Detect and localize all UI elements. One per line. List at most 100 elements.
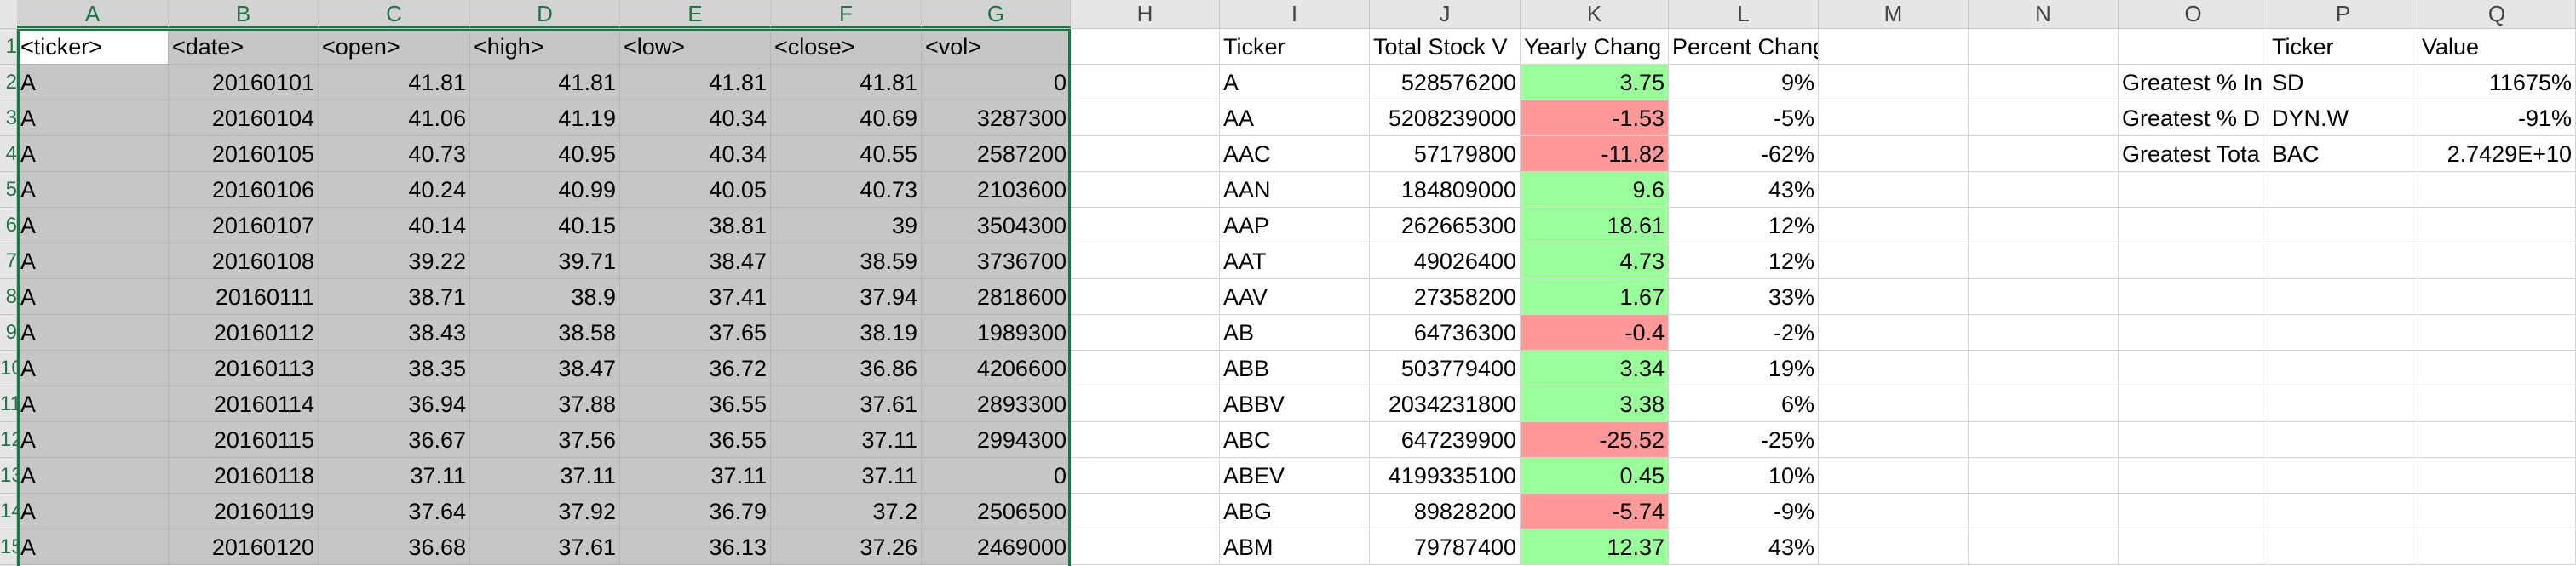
empty-cell[interactable] (2418, 172, 2576, 208)
summary-percent-cell[interactable]: -5% (1669, 100, 1819, 136)
column-header-g[interactable]: G (922, 0, 1071, 28)
column-header-i[interactable]: I (1220, 0, 1370, 28)
empty-cell[interactable] (1969, 136, 2119, 172)
empty-cell[interactable] (1969, 208, 2119, 243)
empty-cell[interactable] (1969, 529, 2119, 565)
stock-data-cell[interactable]: 40.55 (771, 136, 922, 172)
summary-change-cell[interactable]: 3.34 (1521, 351, 1669, 386)
column-header-k[interactable]: K (1521, 0, 1669, 28)
summary-percent-cell[interactable]: 33% (1669, 279, 1819, 315)
summary-percent-cell[interactable]: 12% (1669, 243, 1819, 279)
stock-data-cell[interactable]: 40.05 (620, 172, 771, 208)
empty-cell[interactable] (1071, 386, 1220, 422)
column-header-a[interactable]: A (17, 0, 169, 28)
summary-change-cell[interactable]: 0.45 (1521, 458, 1669, 494)
summary-percent-cell[interactable]: -62% (1669, 136, 1819, 172)
empty-cell[interactable] (2119, 386, 2268, 422)
row-header-2[interactable]: 2 (0, 65, 17, 100)
stock-data-cell[interactable]: 36.55 (620, 422, 771, 458)
stock-data-cell[interactable]: 37.41 (620, 279, 771, 315)
summary-percent-cell[interactable]: 6% (1669, 386, 1819, 422)
stock-header-cell[interactable]: <date> (169, 29, 319, 65)
empty-cell[interactable] (1969, 279, 2119, 315)
empty-cell[interactable] (1819, 494, 1969, 529)
stock-data-cell[interactable]: 3504300 (922, 208, 1071, 243)
empty-cell[interactable] (1819, 315, 1969, 351)
empty-cell[interactable] (2418, 458, 2576, 494)
summary-total-cell[interactable]: 503779400 (1370, 351, 1521, 386)
empty-cell[interactable] (1819, 458, 1969, 494)
stock-data-cell[interactable]: 38.71 (319, 279, 470, 315)
summary-total-cell[interactable]: 49026400 (1370, 243, 1521, 279)
stock-data-cell[interactable]: 36.55 (620, 386, 771, 422)
stock-data-cell[interactable]: 36.94 (319, 386, 470, 422)
column-header-l[interactable]: L (1669, 0, 1819, 28)
summary-percent-cell[interactable]: 10% (1669, 458, 1819, 494)
greatest-header-cell[interactable] (2119, 29, 2268, 65)
empty-cell[interactable] (1969, 351, 2119, 386)
empty-cell[interactable] (1819, 100, 1969, 136)
empty-cell[interactable] (2119, 315, 2268, 351)
summary-ticker-cell[interactable]: ABB (1220, 351, 1370, 386)
empty-cell[interactable] (1819, 65, 1969, 100)
stock-data-cell[interactable]: 37.11 (620, 458, 771, 494)
empty-cell[interactable] (1071, 529, 1220, 565)
empty-cell[interactable] (2268, 494, 2418, 529)
stock-data-cell[interactable]: 36.79 (620, 494, 771, 529)
empty-cell[interactable] (1969, 243, 2119, 279)
stock-data-cell[interactable]: 40.69 (771, 100, 922, 136)
stock-data-cell[interactable]: 20160105 (169, 136, 319, 172)
row-header-11[interactable]: 11 (0, 386, 17, 422)
empty-cell[interactable] (1969, 172, 2119, 208)
empty-cell[interactable] (1819, 29, 1969, 65)
stock-data-cell[interactable]: 36.13 (620, 529, 771, 565)
stock-data-cell[interactable]: 40.14 (319, 208, 470, 243)
summary-ticker-cell[interactable]: AAN (1220, 172, 1370, 208)
stock-data-cell[interactable]: 2994300 (922, 422, 1071, 458)
stock-data-cell[interactable]: 36.86 (771, 351, 922, 386)
summary-change-cell[interactable]: 3.38 (1521, 386, 1669, 422)
column-header-q[interactable]: Q (2418, 0, 2576, 28)
empty-cell[interactable] (2268, 386, 2418, 422)
stock-data-cell[interactable]: 2587200 (922, 136, 1071, 172)
summary-header-cell[interactable]: Percent Change (1669, 29, 1819, 65)
empty-cell[interactable] (2418, 279, 2576, 315)
greatest-ticker-cell[interactable]: BAC (2268, 136, 2418, 172)
empty-cell[interactable] (2418, 351, 2576, 386)
stock-header-cell[interactable]: <high> (470, 29, 620, 65)
empty-cell[interactable] (2268, 279, 2418, 315)
stock-data-cell[interactable]: 20160118 (169, 458, 319, 494)
empty-cell[interactable] (2119, 172, 2268, 208)
stock-data-cell[interactable]: 37.65 (620, 315, 771, 351)
stock-data-cell[interactable]: 39.71 (470, 243, 620, 279)
greatest-label-cell[interactable]: Greatest % In (2119, 65, 2268, 100)
column-header-m[interactable]: M (1819, 0, 1969, 28)
stock-data-cell[interactable]: 40.24 (319, 172, 470, 208)
empty-cell[interactable] (2119, 529, 2268, 565)
empty-cell[interactable] (1071, 351, 1220, 386)
summary-percent-cell[interactable]: 43% (1669, 529, 1819, 565)
stock-data-cell[interactable]: 37.2 (771, 494, 922, 529)
summary-change-cell[interactable]: -11.82 (1521, 136, 1669, 172)
column-header-o[interactable]: O (2119, 0, 2268, 28)
stock-data-cell[interactable]: 41.19 (470, 100, 620, 136)
stock-data-cell[interactable]: 40.34 (620, 100, 771, 136)
greatest-label-cell[interactable]: Greatest Tota (2119, 136, 2268, 172)
stock-data-cell[interactable]: 40.73 (319, 136, 470, 172)
empty-cell[interactable] (2119, 208, 2268, 243)
summary-change-cell[interactable]: -0.4 (1521, 315, 1669, 351)
stock-data-cell[interactable]: 20160101 (169, 65, 319, 100)
stock-data-cell[interactable]: 38.59 (771, 243, 922, 279)
stock-data-cell[interactable]: 40.34 (620, 136, 771, 172)
stock-data-cell[interactable]: 37.26 (771, 529, 922, 565)
greatest-value-cell[interactable]: 2.7429E+10 (2418, 136, 2576, 172)
empty-cell[interactable] (2119, 351, 2268, 386)
greatest-header-cell[interactable]: Ticker (2268, 29, 2418, 65)
empty-cell[interactable] (1071, 279, 1220, 315)
summary-ticker-cell[interactable]: AAT (1220, 243, 1370, 279)
stock-data-cell[interactable]: 41.81 (620, 65, 771, 100)
greatest-label-cell[interactable]: Greatest % D (2119, 100, 2268, 136)
empty-cell[interactable] (2418, 386, 2576, 422)
summary-ticker-cell[interactable]: ABBV (1220, 386, 1370, 422)
summary-header-cell[interactable]: Ticker (1220, 29, 1370, 65)
